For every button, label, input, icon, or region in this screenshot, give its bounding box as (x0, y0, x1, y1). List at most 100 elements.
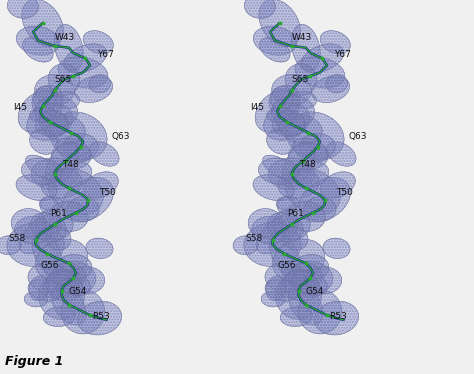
Ellipse shape (276, 110, 305, 136)
Ellipse shape (60, 162, 92, 187)
Ellipse shape (24, 291, 48, 307)
Ellipse shape (275, 272, 322, 319)
Text: S65: S65 (55, 75, 72, 84)
Ellipse shape (261, 291, 285, 307)
Ellipse shape (282, 141, 315, 187)
Ellipse shape (49, 201, 88, 232)
Ellipse shape (288, 261, 333, 294)
Ellipse shape (46, 270, 82, 301)
Ellipse shape (45, 261, 86, 286)
Ellipse shape (62, 177, 113, 222)
Ellipse shape (280, 307, 312, 327)
Ellipse shape (285, 64, 317, 95)
Ellipse shape (326, 74, 347, 93)
Ellipse shape (31, 158, 78, 190)
Ellipse shape (286, 112, 344, 160)
Ellipse shape (18, 90, 63, 133)
Ellipse shape (36, 209, 73, 240)
Ellipse shape (295, 57, 345, 88)
Ellipse shape (282, 261, 323, 286)
Ellipse shape (269, 85, 300, 116)
Ellipse shape (233, 236, 258, 255)
Ellipse shape (43, 114, 85, 144)
Ellipse shape (28, 279, 62, 301)
Ellipse shape (29, 129, 58, 154)
Ellipse shape (28, 263, 68, 292)
Text: T50: T50 (337, 188, 354, 197)
Ellipse shape (244, 223, 301, 267)
Ellipse shape (48, 64, 80, 95)
Ellipse shape (32, 85, 63, 116)
Ellipse shape (35, 112, 68, 137)
Ellipse shape (64, 44, 107, 73)
Ellipse shape (255, 90, 300, 133)
Ellipse shape (38, 272, 85, 319)
Ellipse shape (16, 26, 60, 55)
Text: S58: S58 (246, 234, 263, 243)
Ellipse shape (21, 158, 62, 184)
Text: T48: T48 (299, 160, 315, 169)
Ellipse shape (327, 142, 356, 166)
Ellipse shape (256, 214, 299, 254)
Text: G54: G54 (306, 287, 324, 296)
Ellipse shape (253, 26, 297, 55)
Ellipse shape (46, 227, 71, 250)
Ellipse shape (266, 276, 286, 301)
Ellipse shape (272, 96, 315, 128)
Ellipse shape (26, 155, 59, 180)
Text: G56: G56 (40, 261, 59, 270)
Ellipse shape (273, 209, 310, 240)
Ellipse shape (323, 238, 350, 258)
Ellipse shape (43, 307, 75, 327)
Ellipse shape (289, 284, 323, 325)
Ellipse shape (320, 31, 350, 54)
Ellipse shape (22, 0, 64, 47)
Ellipse shape (267, 107, 292, 122)
Ellipse shape (269, 232, 300, 276)
Text: G54: G54 (69, 287, 87, 296)
Ellipse shape (273, 239, 325, 281)
Ellipse shape (264, 104, 310, 140)
Ellipse shape (40, 197, 59, 214)
Ellipse shape (245, 0, 275, 18)
Ellipse shape (43, 270, 77, 298)
Ellipse shape (280, 114, 322, 144)
Ellipse shape (74, 76, 113, 102)
Ellipse shape (292, 254, 329, 281)
Ellipse shape (283, 270, 319, 301)
Ellipse shape (30, 212, 66, 242)
Ellipse shape (52, 284, 86, 325)
Ellipse shape (286, 201, 325, 232)
Ellipse shape (277, 197, 296, 214)
Ellipse shape (48, 169, 103, 215)
Ellipse shape (35, 96, 78, 128)
Ellipse shape (8, 0, 38, 18)
Text: T50: T50 (100, 188, 117, 197)
Ellipse shape (89, 74, 110, 93)
Text: I45: I45 (250, 103, 264, 112)
Text: W43: W43 (292, 33, 312, 42)
Ellipse shape (67, 197, 99, 221)
Ellipse shape (51, 143, 91, 169)
Ellipse shape (15, 216, 52, 244)
Ellipse shape (259, 0, 301, 47)
Text: Y67: Y67 (97, 50, 114, 59)
Ellipse shape (41, 169, 82, 199)
Ellipse shape (55, 91, 80, 109)
Ellipse shape (311, 76, 350, 102)
Ellipse shape (314, 301, 359, 335)
Ellipse shape (278, 169, 319, 199)
Ellipse shape (299, 177, 350, 222)
Text: S58: S58 (9, 234, 26, 243)
Ellipse shape (267, 212, 303, 242)
Text: Q63: Q63 (348, 132, 367, 141)
Text: P61: P61 (50, 209, 67, 218)
Ellipse shape (77, 301, 122, 335)
Ellipse shape (39, 196, 63, 211)
Ellipse shape (45, 141, 78, 187)
Ellipse shape (63, 134, 99, 160)
Ellipse shape (51, 261, 96, 294)
Ellipse shape (265, 263, 305, 292)
Text: Y67: Y67 (334, 50, 351, 59)
Text: I45: I45 (13, 103, 27, 112)
